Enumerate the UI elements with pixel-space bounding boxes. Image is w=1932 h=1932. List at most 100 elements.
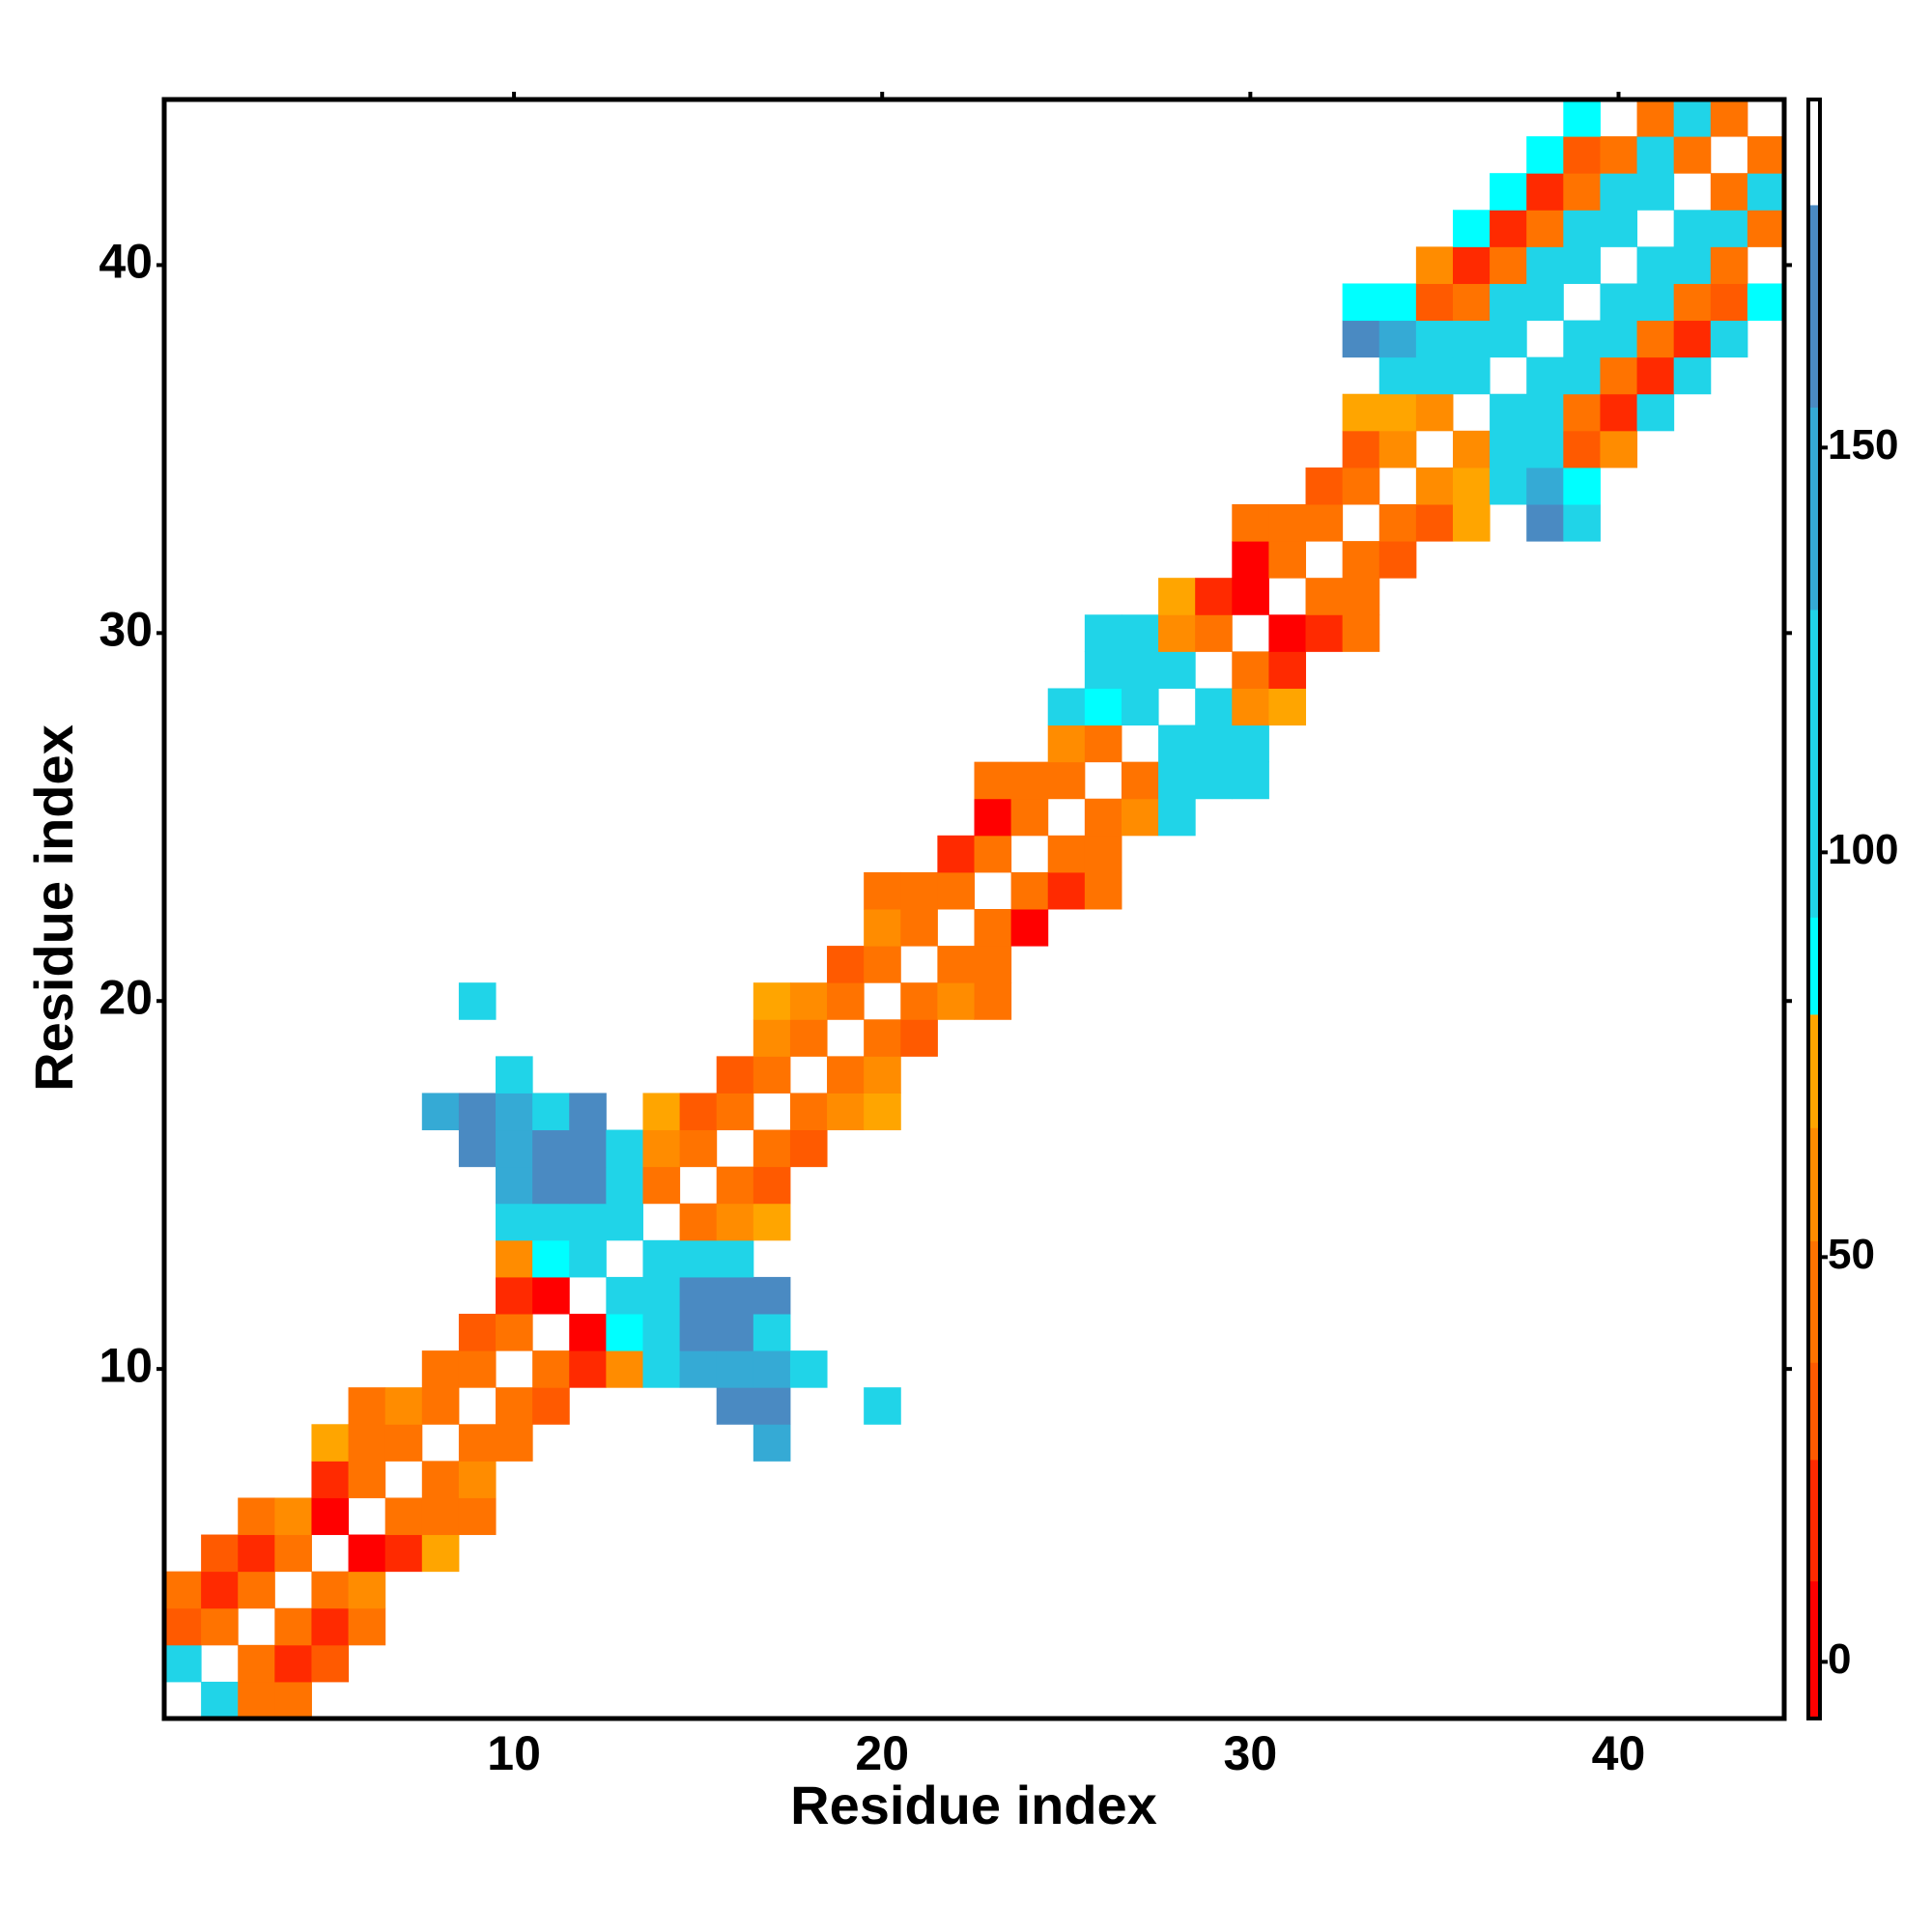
plot-frame [161, 97, 1787, 1721]
heatmap-cell [1452, 283, 1491, 322]
heatmap-cell [753, 1019, 791, 1057]
heatmap-cell [1378, 320, 1417, 358]
y-tick-label: 40 [99, 235, 153, 289]
heatmap-cell [1526, 430, 1564, 469]
heatmap-cell [753, 1056, 791, 1094]
heatmap-cell [642, 1350, 681, 1388]
heatmap-cell [1378, 356, 1417, 395]
heatmap-cell [753, 1166, 791, 1205]
heatmap-cell [1490, 173, 1527, 211]
heatmap-cell [496, 1276, 533, 1315]
heatmap-cell [532, 1093, 570, 1131]
heatmap-cell [1305, 504, 1344, 542]
heatmap-cell [311, 1424, 350, 1462]
heatmap-cell [1673, 210, 1712, 247]
heatmap-cell [1747, 173, 1785, 211]
heatmap-cell [716, 1350, 754, 1388]
heatmap-cell [1268, 504, 1307, 542]
heatmap-cell [274, 1607, 312, 1646]
colorbar-segment [1808, 609, 1820, 918]
heatmap-cell [348, 1424, 386, 1462]
heatmap-cell [716, 1056, 754, 1094]
heatmap-cell [606, 1129, 643, 1168]
heatmap-cell [1047, 724, 1086, 763]
heatmap-cell [1342, 283, 1380, 322]
heatmap-cell [1415, 356, 1454, 395]
heatmap-cell [1121, 798, 1159, 837]
heatmap-cell [937, 982, 975, 1020]
heatmap-cell [1452, 430, 1491, 469]
heatmap-cell [1636, 320, 1675, 358]
heatmap-cell [900, 982, 938, 1020]
heatmap-cell [164, 1607, 202, 1646]
heatmap-cell [716, 1093, 754, 1131]
heatmap-cell [974, 982, 1012, 1020]
heatmap-cell [1305, 614, 1344, 652]
heatmap-cell [1378, 504, 1417, 542]
heatmap-cell [827, 1093, 865, 1131]
heatmap-cell [1490, 210, 1527, 247]
heatmap-cell [311, 1644, 350, 1683]
heatmap-cell [532, 1239, 570, 1278]
heatmap-cell [1673, 320, 1712, 358]
heatmap-cell [569, 1239, 607, 1278]
colorbar-tick-label: 0 [1828, 1635, 1851, 1683]
heatmap-cell [642, 1166, 681, 1205]
heatmap-cell [532, 1387, 570, 1425]
heatmap-cell [1526, 467, 1564, 505]
heatmap-cell [1452, 246, 1491, 284]
heatmap-cell [1490, 393, 1527, 432]
heatmap-cell [1305, 467, 1344, 505]
heatmap-cell [1710, 210, 1748, 247]
heatmap-cell [1268, 651, 1307, 689]
heatmap-cell [974, 761, 1012, 800]
heatmap-cell [1195, 614, 1233, 652]
heatmap-cell [974, 909, 1012, 947]
heatmap-cell [458, 1350, 497, 1388]
heatmap-cell [937, 946, 975, 983]
heatmap-cell [679, 1093, 718, 1131]
heatmap-cell [421, 1387, 460, 1425]
heatmap-cell [384, 1424, 423, 1462]
heatmap-cell [606, 1350, 643, 1388]
heatmap-cell [1084, 688, 1122, 726]
heatmap-cell [1121, 651, 1159, 689]
heatmap-cell [789, 1093, 828, 1131]
heatmap-cell [311, 1497, 350, 1536]
heatmap-cell [753, 1276, 791, 1315]
heatmap-cell [716, 1387, 754, 1425]
heatmap-cell [1563, 99, 1601, 137]
colorbar-segment [1808, 1013, 1820, 1128]
heatmap-cell [1490, 246, 1527, 284]
heatmap-cell [753, 1424, 791, 1462]
heatmap-cell [1047, 835, 1086, 873]
heatmap-cell [1563, 210, 1601, 247]
heatmap-cell [1342, 614, 1380, 652]
heatmap-cell [1232, 688, 1269, 726]
heatmap-cell [606, 1203, 643, 1241]
heatmap-cell [1195, 724, 1233, 763]
heatmap-cell [458, 1497, 497, 1536]
x-tick-label: 30 [1224, 1726, 1278, 1780]
heatmap-cell [1121, 614, 1159, 652]
colorbar-tick-label: 150 [1828, 421, 1898, 469]
heatmap-cell [864, 1019, 901, 1057]
heatmap-cell [1600, 320, 1638, 358]
heatmap-cell [238, 1644, 275, 1683]
heatmap-cell [937, 871, 975, 910]
heatmap-cell [1415, 393, 1454, 432]
heatmap-cell [496, 1129, 533, 1168]
heatmap-cell [864, 909, 901, 947]
heatmap-cell [864, 871, 901, 910]
heatmap-cell [348, 1534, 386, 1573]
heatmap-cell [238, 1497, 275, 1536]
heatmap-cell [274, 1497, 312, 1536]
heatmap-cell [1563, 430, 1601, 469]
heatmap-cell [1526, 246, 1564, 284]
heatmap-cell [1378, 430, 1417, 469]
heatmap-cell [1232, 504, 1269, 542]
heatmap-cell [864, 946, 901, 983]
heatmap-cell [864, 1093, 901, 1131]
heatmap-cell [1710, 99, 1748, 137]
heatmap-cell [753, 982, 791, 1020]
